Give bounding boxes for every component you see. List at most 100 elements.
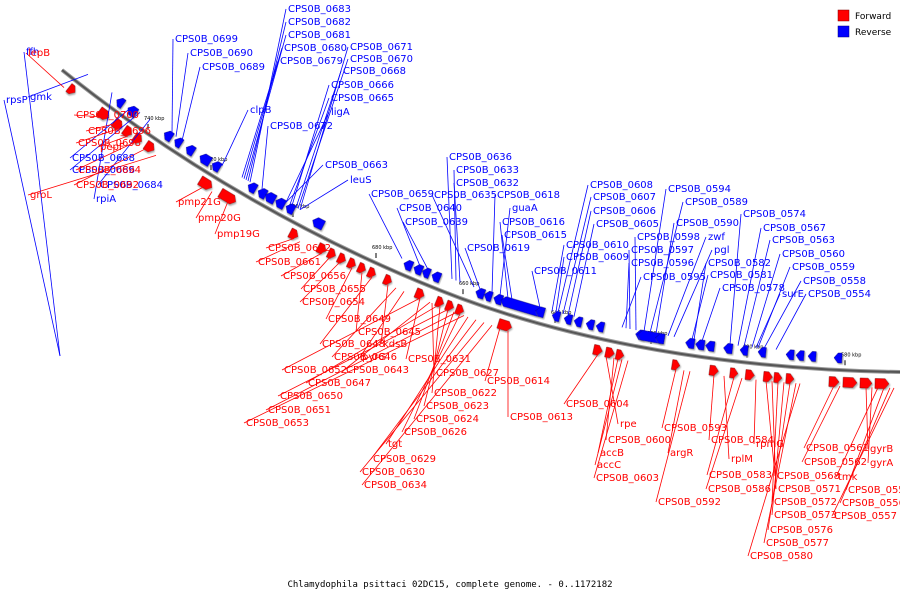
forward-gene-label: CPS0B_0624 — [416, 414, 479, 425]
forward-feature-arrow-shape — [729, 367, 739, 379]
forward-gene-label-leader — [214, 201, 229, 235]
forward-gene-label: CPS0B_0700 — [76, 110, 139, 121]
forward-gene-label: CPS0B_0629 — [373, 454, 436, 465]
reverse-gene-label-leader — [453, 182, 461, 283]
forward-gene-label-leader — [655, 371, 691, 503]
forward-gene-label-leader — [839, 387, 891, 504]
legend: Forward Reverse — [837, 9, 892, 38]
reverse-gene-label: CPS0B_0615 — [504, 230, 567, 241]
reverse-gene-label: CPS0B_0663 — [325, 160, 388, 171]
forward-feature-arrow-shape — [217, 188, 236, 205]
backbone-line — [61, 69, 900, 373]
forward-feature-arrow — [121, 124, 132, 137]
forward-gene-label-leader — [484, 327, 501, 382]
reverse-feature-arrow — [413, 264, 425, 276]
forward-feature-arrow-shape — [335, 252, 346, 264]
reverse-gene-label-leader — [285, 111, 330, 203]
reverse-gene-label-leader — [573, 223, 595, 317]
forward-feature-arrow — [859, 377, 873, 389]
forward-gene-label-leader — [355, 272, 363, 333]
reverse-feature-arrow — [247, 182, 259, 195]
reverse-gene-label: CPS0B_0665 — [331, 93, 394, 104]
forward-gene-label: pmp21G — [178, 197, 221, 208]
forward-gene-label-leader — [801, 385, 841, 463]
forward-feature-arrow — [65, 83, 76, 95]
forward-gene-label: kdsB — [383, 339, 407, 350]
reverse-gene-label: CPS0B_0589 — [685, 197, 748, 208]
reverse-feature-arrow — [833, 352, 843, 364]
reverse-gene-label-leader — [446, 156, 453, 279]
reverse-feature-arrow — [807, 351, 817, 362]
reverse-feature-arrow — [431, 271, 443, 284]
reverse-gene-label: CPS0B_0659 — [371, 189, 434, 200]
tick-label: 600 kbp — [743, 345, 763, 351]
reverse-gene-label-leader — [97, 119, 151, 186]
reverse-gene-label-leader — [743, 239, 771, 347]
tick-label: 580 kbp — [841, 352, 861, 358]
reverse-gene-label-leader — [763, 280, 802, 349]
forward-feature-arrow-shape — [315, 242, 327, 255]
reverse-feature-arrow — [127, 105, 140, 119]
reverse-gene-label-leader — [285, 164, 324, 203]
reverse-feature-arrow — [264, 192, 278, 205]
forward-feature-arrow-shape — [325, 247, 336, 259]
reverse-gene-label-leader — [691, 274, 709, 340]
forward-gene-label: CPS0B_0651 — [268, 405, 331, 416]
forward-feature-arrow-shape — [785, 373, 795, 384]
reverse-feature-arrow — [483, 290, 494, 303]
forward-feature-arrow — [315, 242, 327, 255]
forward-feature-arrow — [670, 359, 681, 371]
forward-gene-label-leader — [831, 387, 895, 517]
forward-gene-label-leader — [75, 128, 119, 144]
reverse-gene-label-leader — [701, 287, 721, 342]
reverse-feature-arrow-shape — [585, 319, 596, 331]
reverse-gene-label-leader — [27, 74, 89, 98]
forward-gene-label-leader — [803, 385, 835, 449]
tick-label: 740 kbp — [144, 116, 164, 122]
forward-gene-label-leader — [175, 186, 205, 203]
forward-gene-label: CPS0B_0584 — [711, 435, 774, 446]
reverse-gene-label-leader — [567, 210, 592, 316]
forward-gene-label-leader — [835, 387, 879, 478]
reverse-gene-label: surE — [782, 289, 804, 300]
forward-feature-arrow-shape — [65, 83, 76, 95]
forward-feature-arrow — [434, 295, 445, 308]
reverse-gene-label: CPS0B_0670 — [350, 54, 413, 65]
reverse-gene-label: CPS0B_0671 — [350, 42, 413, 53]
forward-gene-label: CPS0B_0655 — [303, 284, 366, 295]
forward-gene-label: CPS0B_0573 — [774, 510, 837, 521]
reverse-gene-label-leader — [241, 60, 279, 178]
forward-gene-label: CPS0B_0652 — [284, 365, 347, 376]
reverse-feature-arrow — [739, 345, 749, 356]
reverse-feature-arrow-shape — [413, 264, 425, 276]
forward-feature-arrow — [874, 378, 890, 389]
forward-feature-arrow — [355, 261, 366, 274]
forward-gene-label-leader — [771, 381, 777, 490]
forward-feature-arrow-shape — [744, 369, 755, 381]
forward-feature-arrow-shape — [355, 261, 366, 274]
reverse-gene-label: CPS0B_0686 — [72, 165, 135, 176]
reverse-gene-label: CPS0B_0598 — [637, 232, 700, 243]
forward-feature-arrow — [614, 348, 625, 361]
reverse-gene-label: CPS0B_0609 — [566, 252, 629, 263]
forward-gene-label-leader — [753, 379, 757, 445]
forward-gene-label-leader — [723, 375, 730, 460]
reverse-gene-label-leader — [261, 125, 269, 190]
forward-gene-label: CPS0B_0654 — [302, 297, 365, 308]
reverse-gene-label-leader — [655, 222, 675, 334]
forward-gene-label: accB — [600, 448, 624, 459]
forward-gene-label: CPS0B_0586 — [708, 484, 771, 495]
reverse-gene-label-leader — [501, 234, 513, 300]
reverse-feature-arrow-shape — [403, 260, 415, 272]
forward-gene-label: CPS0B_0631 — [408, 354, 471, 365]
legend-forward-swatch — [837, 9, 850, 22]
reverse-feature-arrow-shape — [685, 337, 696, 350]
reverse-gene-label: CPS0B_0668 — [343, 66, 406, 77]
forward-gene-label: CPS0B_0648 — [322, 339, 385, 350]
forward-gene-label-leader — [281, 297, 421, 371]
forward-gene-label-leader — [325, 267, 353, 320]
forward-gene-label-leader — [255, 241, 301, 263]
reverse-gene-label: CPS0B_0616 — [502, 217, 565, 228]
reverse-gene-label: CPS0B_0636 — [449, 152, 512, 163]
